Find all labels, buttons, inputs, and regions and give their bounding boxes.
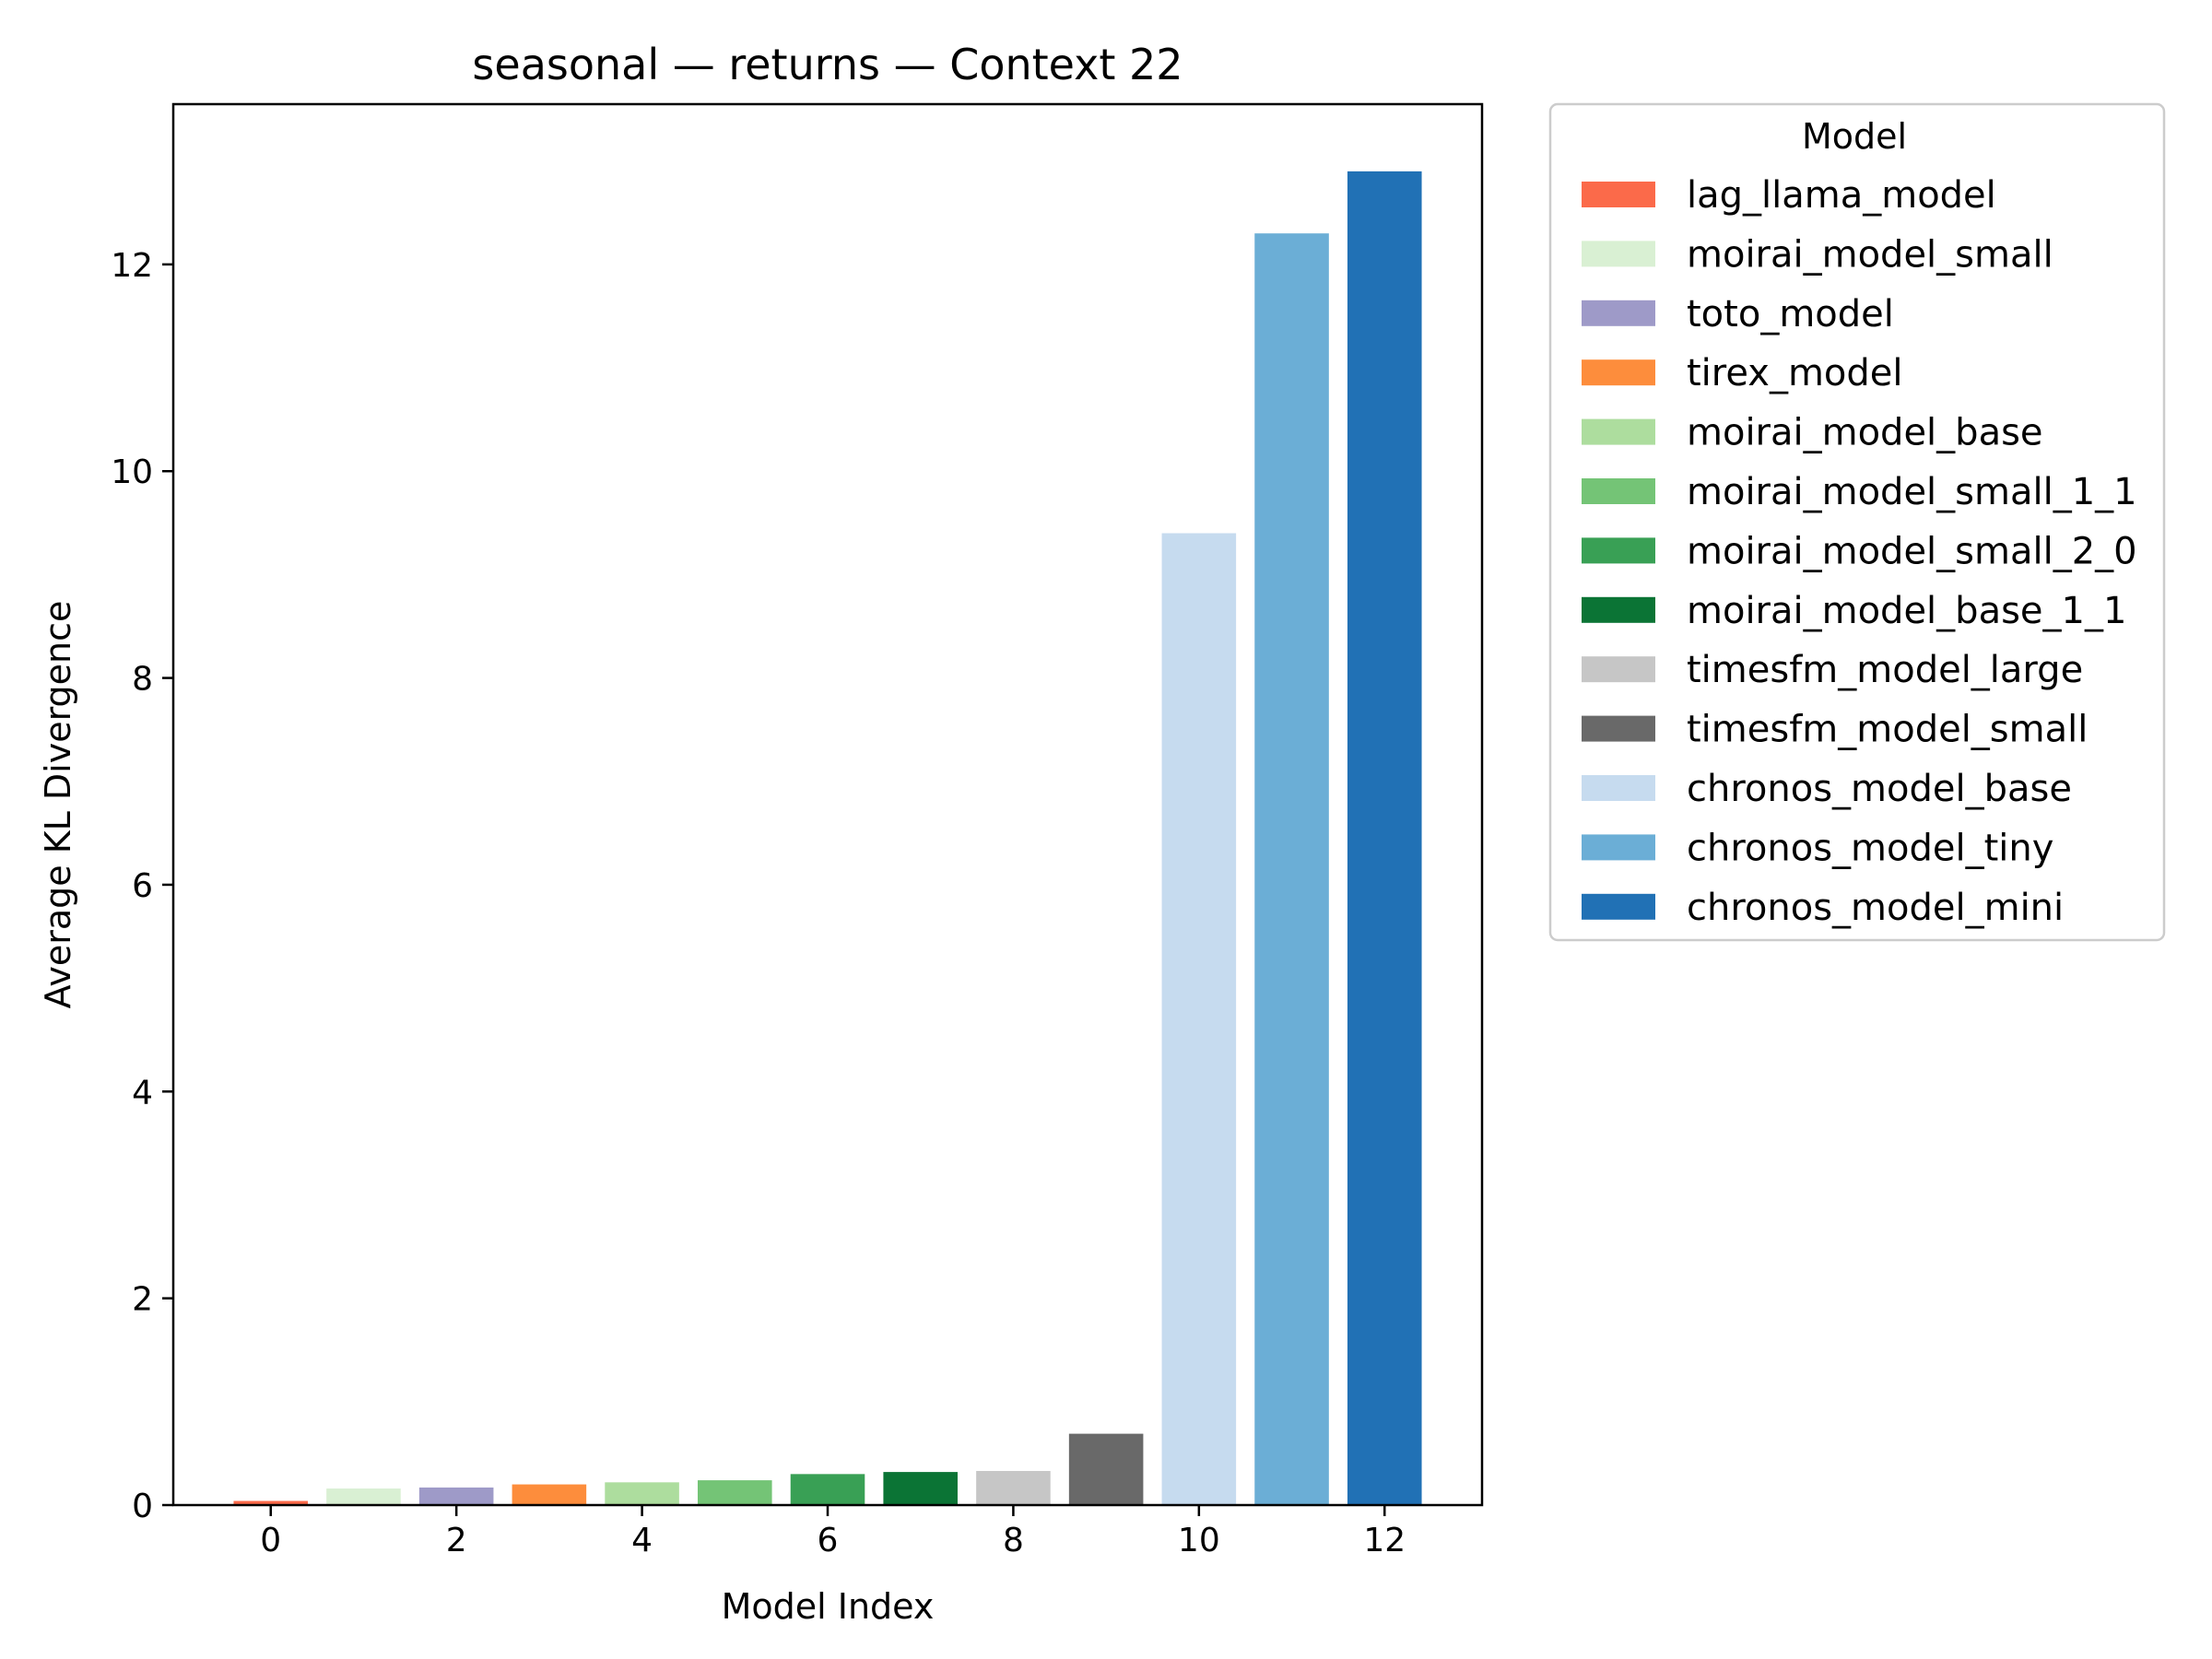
bar-moirai-model-base-1-1 [883,1472,958,1505]
bars-group [233,171,1422,1505]
legend-label-chronos-model-mini: chronos_model_mini [1687,887,2064,929]
legend-label-timesfm-model-small: timesfm_model_small [1687,709,2088,751]
legend-items: lag_llama_model moirai_model_small toto_mo… [1582,174,2137,929]
y-tick-label: 2 [132,1281,153,1319]
x-tick-label: 4 [631,1522,653,1559]
legend-label-moirai-model-small-2-0: moirai_model_small_2_0 [1687,530,2137,572]
legend-swatch-timesfm-model-large [1582,656,1655,683]
legend-swatch-toto-model [1582,300,1655,326]
legend-swatch-moirai-model-base [1582,418,1655,445]
legend-label-chronos-model-tiny: chronos_model_tiny [1687,827,2053,869]
x-tick-label: 12 [1363,1522,1406,1559]
legend-label-moirai-model-base: moirai_model_base [1687,412,2043,454]
y-tick-label: 0 [132,1488,153,1525]
bar-chronos-model-tiny [1254,233,1329,1505]
legend-swatch-lag-llama-model [1582,182,1655,207]
legend-swatch-chronos-model-base [1582,775,1655,801]
y-tick-label: 4 [132,1074,153,1112]
legend-label-toto-model: toto_model [1687,293,1894,335]
legend-swatch-moirai-model-base-1-1 [1582,596,1655,623]
legend: Model lag_llama_model moirai_model_smallt… [1548,102,2166,942]
legend-label-tirex-model: tirex_model [1687,352,1903,394]
bar-moirai-model-base [605,1482,679,1505]
bar-toto-model [418,1487,494,1505]
legend-label-timesfm-model-large: timesfm_model_large [1687,649,2083,691]
bar-timesfm-model-large [976,1470,1051,1505]
x-axis-ticks: 0 2 4 6 8 10 12 [260,1505,1406,1559]
y-tick-label: 10 [111,453,153,491]
bar-moirai-model-small [326,1488,401,1505]
bar-chronos-model-base [1161,533,1237,1505]
legend-swatch-tirex-model [1582,359,1655,386]
bar-chronos-model-mini [1347,171,1422,1505]
y-tick-label: 12 [111,247,153,285]
legend-swatch-chronos-model-tiny [1582,834,1655,861]
legend-label-moirai-model-small-1-1: moirai_model_small_1_1 [1687,471,2137,513]
chart-title: seasonal — returns — Context 22 [472,40,1182,89]
y-axis-ticks: 0 2 4 6 8 10 12 [111,247,173,1525]
bar-timesfm-model-small [1068,1433,1144,1505]
y-tick-label: 6 [132,867,153,905]
legend-swatch-chronos-model-mini [1582,893,1655,920]
x-tick-label: 2 [446,1522,467,1559]
legend-box [1548,102,2166,942]
legend-title: Model [1802,116,1907,157]
x-tick-label: 8 [1003,1522,1024,1559]
bar-moirai-model-small-1-1 [698,1480,772,1505]
legend-swatch-moirai-model-small-1-1 [1582,478,1655,504]
legend-swatch-moirai-model-small [1582,241,1655,267]
legend-label-chronos-model-base: chronos_model_base [1687,768,2072,810]
legend-label-lag-llama-model: lag_llama_model [1687,174,1996,217]
legend-swatch-timesfm-model-small [1582,715,1655,742]
legend-swatch-moirai-model-small-2-0 [1582,537,1655,564]
y-tick-label: 8 [132,661,153,699]
y-axis-label: Average KL Divergence [38,601,78,1009]
plot-area-frame [171,102,1484,1507]
bar-lag-llama-model [233,1500,309,1505]
x-tick-label: 10 [1178,1522,1220,1559]
legend-label-moirai-model-small: moirai_model_small [1687,233,2053,276]
x-axis-label: Model Index [722,1586,935,1627]
bar-moirai-model-small-2-0 [790,1474,865,1505]
x-tick-label: 0 [260,1522,281,1559]
x-tick-label: 6 [818,1522,839,1559]
legend-label-moirai-model-base-1-1: moirai_model_base_1_1 [1687,590,2126,632]
bar-tirex-model [512,1484,587,1505]
